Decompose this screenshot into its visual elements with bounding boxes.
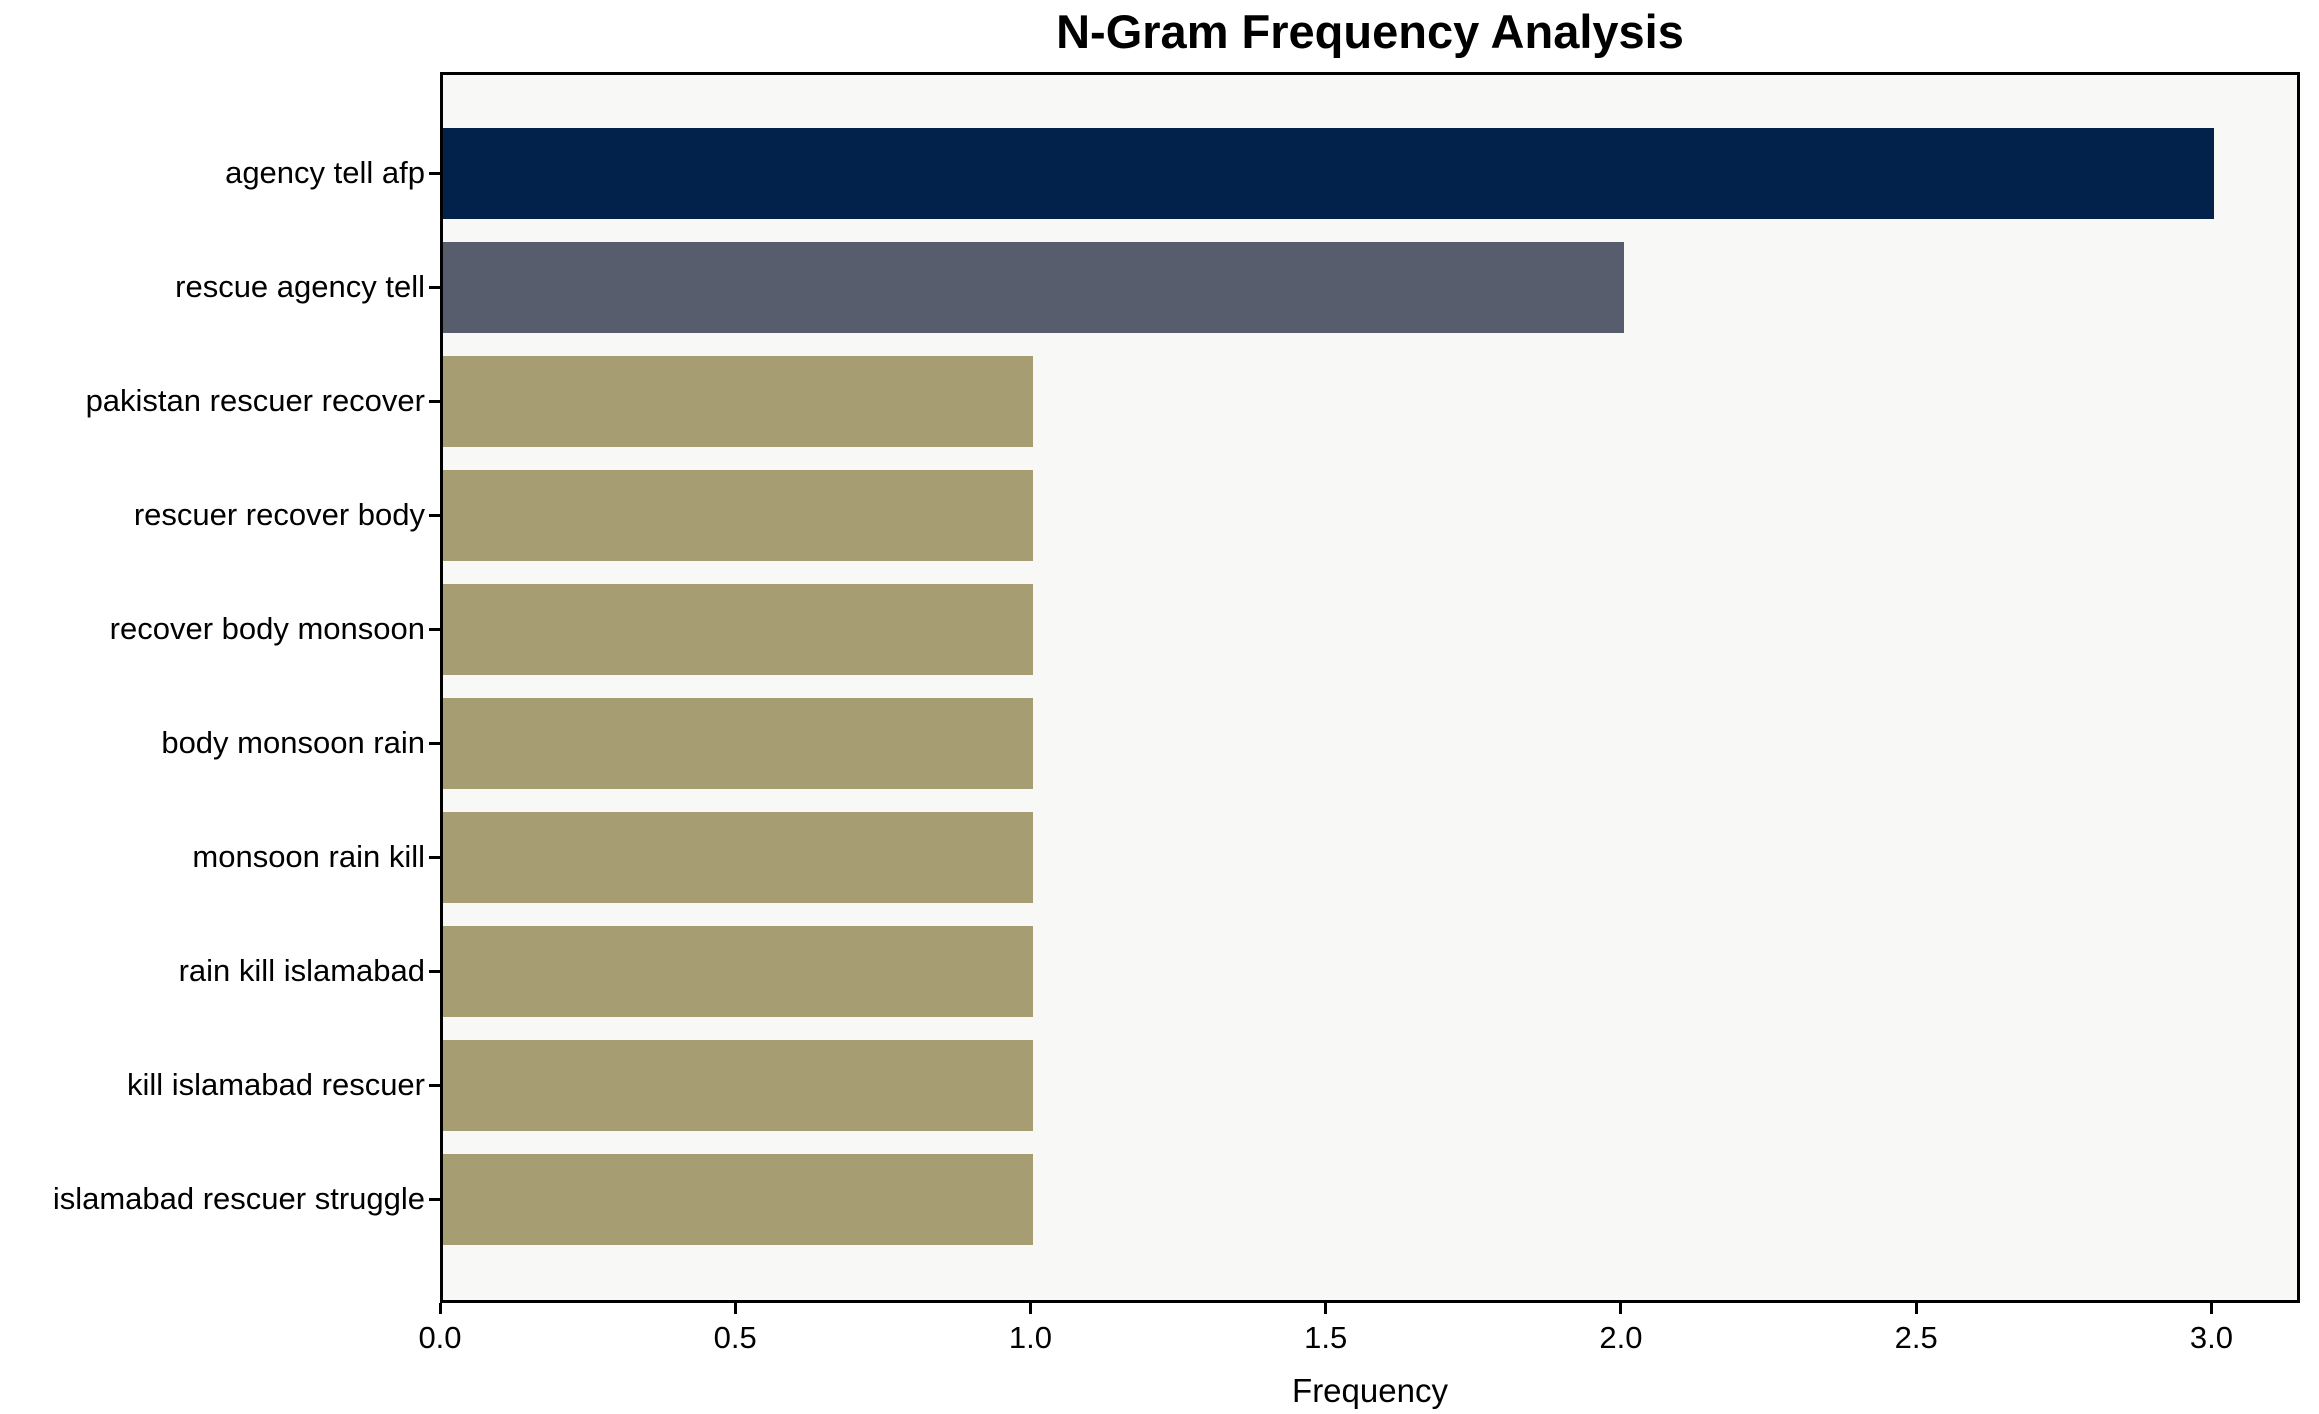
y-tick-label: recover body monsoon — [109, 611, 425, 646]
y-tick-mark — [429, 1197, 440, 1201]
y-tick-label: agency tell afp — [225, 155, 425, 190]
x-tick-label: 1.0 — [1008, 1320, 1053, 1355]
x-tick-mark — [1619, 1303, 1623, 1314]
bar-rain-kill-islamabad — [443, 925, 1034, 1017]
x-tick-label: 0.5 — [713, 1320, 757, 1355]
y-tick-mark — [429, 627, 440, 631]
bar-pakistan-rescuer-recover — [443, 355, 1034, 447]
bar-rescuer-recover-body — [443, 469, 1034, 561]
y-tick-mark — [429, 171, 440, 175]
x-axis-label: Frequency — [1292, 1372, 1448, 1409]
x-tick-mark — [733, 1303, 737, 1314]
y-tick-mark — [429, 741, 440, 745]
y-tick-mark — [429, 855, 440, 859]
bar-monsoon-rain-kill — [443, 811, 1034, 903]
y-tick-mark — [429, 399, 440, 403]
x-tick-label: 2.0 — [1599, 1320, 1643, 1355]
y-tick-label: body monsoon rain — [161, 725, 425, 760]
x-tick-label: 2.5 — [1894, 1320, 1938, 1355]
bar-agency-tell-afp — [443, 127, 2215, 219]
bar-rescue-agency-tell — [443, 241, 1624, 333]
x-tick-mark — [2209, 1303, 2213, 1314]
y-tick-label: monsoon rain kill — [192, 839, 425, 874]
x-tick-mark — [438, 1303, 442, 1314]
y-tick-mark — [429, 1083, 440, 1087]
bar-islamabad-rescuer-struggle — [443, 1153, 1034, 1245]
chart-title: N-Gram Frequency Analysis — [1056, 5, 1684, 58]
y-tick-label: kill islamabad rescuer — [126, 1067, 425, 1102]
x-tick-mark — [1028, 1303, 1032, 1314]
x-tick-mark — [1914, 1303, 1918, 1314]
y-tick-mark — [429, 969, 440, 973]
y-tick-label: rescue agency tell — [175, 269, 425, 304]
y-tick-mark — [429, 285, 440, 289]
y-tick-label: rescuer recover body — [133, 497, 425, 532]
y-tick-mark — [429, 513, 440, 517]
bar-body-monsoon-rain — [443, 697, 1034, 789]
x-tick-label: 0.0 — [418, 1320, 462, 1355]
x-tick-mark — [1324, 1303, 1328, 1314]
bar-kill-islamabad-rescuer — [443, 1039, 1034, 1131]
plot-area — [440, 72, 2300, 1303]
x-tick-label: 1.5 — [1304, 1320, 1348, 1355]
y-tick-label: pakistan rescuer recover — [85, 383, 425, 418]
bar-recover-body-monsoon — [443, 583, 1034, 675]
y-tick-label: rain kill islamabad — [178, 953, 425, 988]
y-tick-label: islamabad rescuer struggle — [52, 1181, 425, 1216]
x-tick-label: 3.0 — [2189, 1320, 2233, 1355]
